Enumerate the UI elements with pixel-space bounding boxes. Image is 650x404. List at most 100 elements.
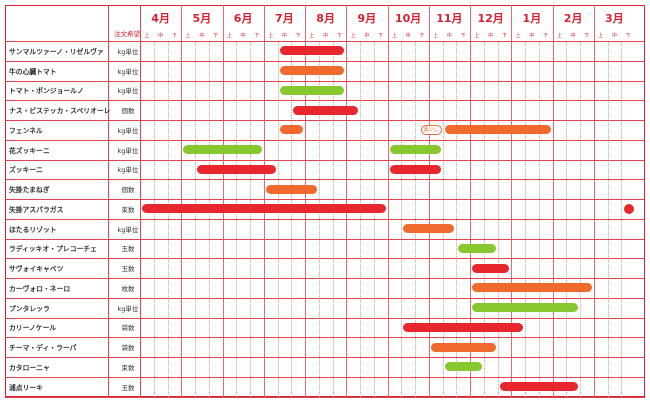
subperiod-label: 上 [350, 33, 356, 39]
month-divider [346, 5, 348, 397]
subperiod-label: 下 [543, 33, 549, 39]
row-divider [5, 278, 645, 279]
crop-name: 矢掛たまねぎ [9, 186, 50, 195]
month-divider [181, 5, 183, 397]
order-unit: 個数 [121, 107, 135, 116]
month-divider [552, 5, 554, 397]
subperiod-label: 上 [556, 33, 562, 39]
order-unit: 束数 [121, 205, 135, 214]
month-label: 10月 [394, 12, 422, 25]
subperiod-label: 上 [391, 33, 397, 39]
row-divider [5, 199, 645, 200]
row-divider [5, 159, 645, 161]
subperiod-label: 中 [199, 33, 205, 39]
row-divider [5, 357, 645, 358]
month-label: 1月 [522, 12, 542, 25]
subperiod-label: 上 [433, 33, 439, 39]
month-label: 8月 [316, 12, 335, 25]
subperiod-label: 中 [323, 33, 329, 39]
harvest-period-bar [279, 46, 345, 56]
unit-column-divider [140, 5, 141, 397]
order-unit: 束数 [121, 363, 135, 372]
month-divider [511, 5, 513, 397]
crop-name: プンタレッラ [9, 304, 50, 313]
order-unit: 枚数 [121, 284, 135, 293]
month-label: 2月 [563, 12, 583, 25]
month-divider [222, 5, 224, 397]
crop-name: 牛の心臓トマト [9, 67, 57, 76]
order-unit: kg単位 [117, 47, 139, 56]
crop-name: 浦点リーキ [9, 383, 43, 392]
row-divider [5, 100, 645, 102]
row-divider [5, 297, 645, 299]
crop-name: カーヴォロ・ネーロ [9, 284, 71, 293]
harvest-period-bar [499, 382, 578, 392]
row-divider [5, 238, 645, 240]
harvest-period-bar [279, 125, 303, 135]
season-note: 葉少し [420, 124, 442, 135]
harvest-period-bar [389, 145, 441, 155]
crop-name: ズッキーニ [9, 166, 43, 175]
crop-name: サンマルツァーノ・リゼルヴァ [9, 47, 104, 56]
harvest-period-bar [197, 164, 276, 174]
subperiod-label: 下 [378, 33, 384, 39]
harvest-period-bar [444, 362, 482, 372]
order-unit: kg単位 [117, 87, 139, 96]
subperiod-label: 中 [158, 33, 164, 39]
harvest-period-bar [472, 283, 592, 293]
harvest-period-bar [183, 145, 262, 155]
month-label: 3月 [605, 12, 624, 25]
harvest-period-bar [403, 224, 455, 234]
subperiod-label: 下 [295, 33, 301, 39]
row-divider [5, 218, 645, 220]
subperiod-label: 中 [488, 33, 494, 39]
harvest-period-bar [279, 85, 345, 95]
month-divider [305, 5, 306, 397]
subperiod-label: 下 [501, 33, 507, 39]
subperiod-label: 中 [281, 33, 287, 39]
order-unit: kg単位 [117, 225, 139, 234]
order-unit: kg単位 [117, 166, 139, 175]
subperiod-label: 上 [598, 33, 604, 39]
crop-name: トマト・ポンジョールノ [9, 87, 84, 96]
crop-name: ラディッキオ・プレコーチェ [9, 245, 97, 254]
row-divider [5, 179, 645, 181]
subperiod-label: 上 [226, 33, 232, 39]
month-label: 4月 [151, 12, 170, 25]
month-divider [470, 5, 471, 397]
month-label: 9月 [357, 12, 377, 25]
order-unit: 袋数 [121, 324, 135, 333]
harvest-point [624, 203, 635, 214]
crop-name: 矢掛アスパラガス [9, 205, 64, 214]
subperiod-label: 下 [336, 33, 342, 39]
order-unit: 個数 [121, 186, 135, 195]
month-label: 5月 [192, 12, 212, 25]
harvest-period-bar [389, 164, 441, 174]
harvest-period-bar [293, 105, 358, 115]
subperiod-label: 中 [364, 33, 370, 39]
row-divider [5, 376, 645, 378]
harvest-period-bar [265, 184, 317, 194]
harvest-period-bar [472, 263, 510, 273]
month-divider [387, 5, 389, 397]
subperiod-label: 上 [144, 33, 150, 39]
crop-name: チーマ・ディ・ラーパ [9, 344, 77, 353]
subperiod-label: 中 [570, 33, 576, 39]
crop-name: 花ズッキーニ [9, 146, 50, 155]
subperiod-label: 中 [529, 33, 535, 39]
month-divider [263, 5, 265, 397]
subperiod-label: 下 [419, 33, 425, 39]
subperiod-label: 下 [171, 33, 177, 39]
order-unit: 玉数 [121, 245, 135, 254]
row-divider [5, 139, 645, 141]
month-divider [428, 5, 430, 397]
row-divider [5, 317, 645, 319]
row-divider [5, 60, 645, 62]
month-divider [593, 5, 595, 397]
table-frame [5, 5, 645, 397]
subperiod-label: 下 [460, 33, 466, 39]
harvest-period-bar [279, 66, 345, 76]
subperiod-label: 中 [240, 33, 246, 39]
crop-name: カタローニャ [9, 363, 50, 372]
